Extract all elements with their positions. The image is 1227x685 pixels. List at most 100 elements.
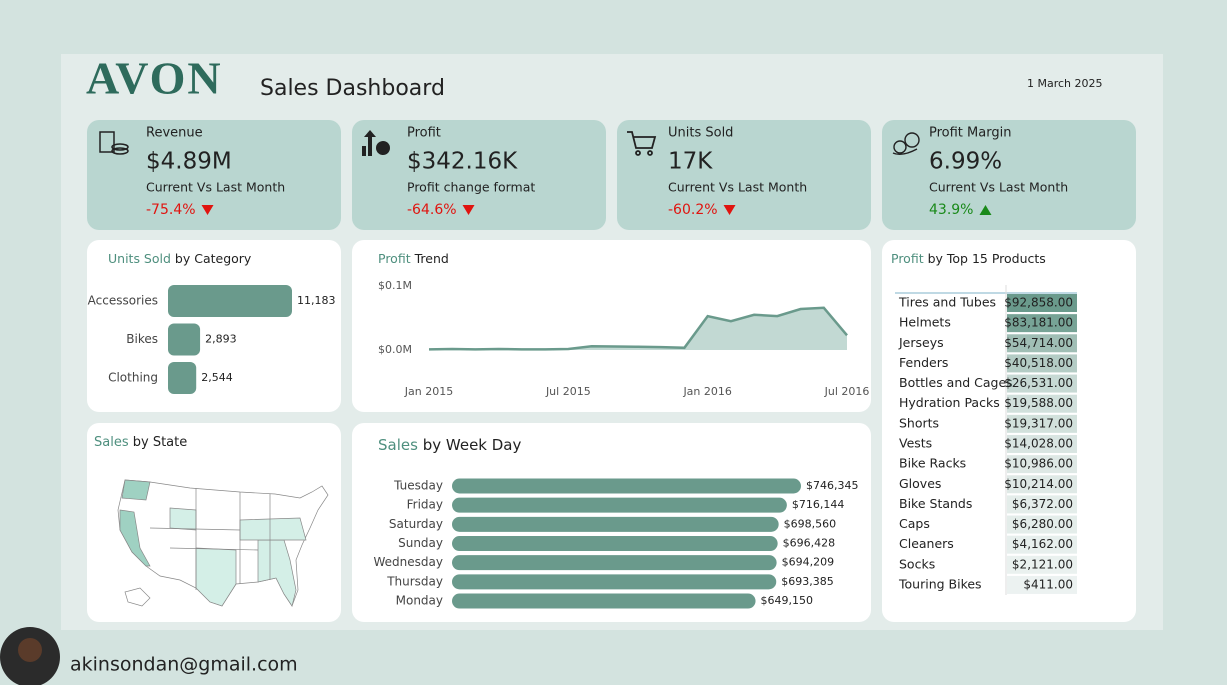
kpi-value: $342.16K — [407, 149, 518, 175]
icon-profit — [362, 130, 390, 156]
cell-value: $6,372.00 — [1012, 497, 1073, 511]
kpi-card — [87, 120, 341, 230]
category-label: Bikes — [126, 332, 158, 346]
category-label: Monday — [396, 594, 443, 608]
kpi-subtitle: Current Vs Last Month — [668, 180, 807, 195]
bar — [452, 516, 779, 532]
state — [239, 517, 307, 541]
kpi-label: Profit — [407, 126, 441, 141]
cell-bar — [1007, 294, 1077, 312]
y-tick-label: $0.0M — [378, 343, 412, 356]
bar — [452, 497, 787, 513]
value-label: $649,150 — [761, 594, 814, 607]
cell-value: $26,531.00 — [1004, 376, 1073, 390]
category-label: Clothing — [108, 371, 158, 385]
category-label: Thursday — [386, 574, 443, 588]
kpi-arrow — [723, 205, 736, 215]
kpi-label: Units Sold — [668, 126, 733, 141]
cell-bar — [1007, 374, 1077, 393]
cell-bar — [1007, 515, 1077, 534]
cell-value: $10,986.00 — [1004, 457, 1073, 471]
cell-bar — [1007, 314, 1077, 333]
cell-value: $92,858.00 — [1004, 296, 1073, 310]
cell-bar — [1007, 354, 1077, 373]
value-label: $698,560 — [784, 517, 837, 530]
state — [257, 539, 297, 607]
icon-coins — [99, 131, 129, 155]
kpi-arrow — [201, 205, 214, 215]
cell-value: $10,214.00 — [1004, 477, 1073, 491]
x-tick-label: Jan 2015 — [404, 385, 453, 398]
category-label: Accessories — [88, 294, 158, 308]
state-borders — [149, 488, 271, 590]
title-highlight: Sales — [378, 436, 418, 454]
bar — [168, 285, 292, 317]
row-label: Shorts — [899, 415, 939, 430]
kpi-change: -60.2% — [668, 202, 718, 218]
title-highlight: Profit — [891, 251, 924, 266]
bar — [452, 574, 777, 590]
date: 1 March 2025 — [1027, 77, 1103, 90]
y-tick-label: $0.1M — [378, 279, 412, 292]
title-rest: by Top 15 Products — [928, 251, 1046, 266]
chart-title: Profit by Top 15 Products — [891, 251, 1046, 266]
logo: AVON — [86, 53, 223, 104]
category-label: Wednesday — [374, 555, 443, 569]
cell-value: $4,162.00 — [1012, 537, 1073, 551]
value-label: 2,544 — [201, 371, 233, 384]
state — [119, 509, 151, 567]
cell-bar — [1007, 455, 1077, 474]
footer-email: akinsondan@gmail.com — [70, 654, 298, 676]
icon-margin — [892, 132, 920, 156]
title-rest: by Category — [175, 251, 252, 266]
row-label: Bike Racks — [899, 456, 966, 471]
bar — [168, 362, 197, 394]
row-label: Cleaners — [899, 536, 954, 551]
row-label: Tires and Tubes — [898, 295, 996, 310]
state — [169, 507, 197, 531]
row-label: Hydration Packs — [899, 395, 1000, 410]
row-label: Touring Bikes — [898, 576, 982, 591]
cell-value: $6,280.00 — [1012, 517, 1073, 531]
value-label: $716,144 — [792, 498, 845, 511]
icon-cart — [627, 131, 657, 156]
title-rest: Trend — [414, 251, 449, 266]
kpi-label: Profit Margin — [929, 126, 1011, 141]
map-title: Sales by State — [94, 435, 187, 450]
kpi-arrow — [462, 205, 475, 215]
value-label: 2,893 — [205, 333, 237, 346]
bar — [452, 593, 756, 609]
title-highlight: Units Sold — [108, 251, 171, 266]
row-label: Bike Stands — [899, 496, 972, 511]
kpi-card — [352, 120, 606, 230]
kpi-change: -64.6% — [407, 202, 457, 218]
kpi-cards — [87, 120, 1136, 230]
bar — [452, 555, 777, 571]
cell-value: $40,518.00 — [1004, 356, 1073, 370]
cell-bar — [1007, 575, 1077, 594]
cell-bar — [1007, 555, 1077, 574]
line — [428, 306, 848, 351]
value-label: $693,385 — [781, 575, 834, 588]
row-label: Jerseys — [898, 335, 944, 350]
row-label: Vests — [899, 435, 932, 450]
category-label: Saturday — [389, 517, 443, 531]
cell-value: $19,588.00 — [1004, 396, 1073, 410]
bar — [452, 536, 778, 552]
row-label: Helmets — [899, 315, 951, 330]
x-tick-label: Jul 2016 — [824, 385, 870, 398]
cell-bar — [1007, 434, 1077, 453]
kpi-subtitle: Current Vs Last Month — [146, 180, 285, 195]
cell-bar — [1007, 495, 1077, 514]
row-label: Bottles and Cages — [899, 375, 1013, 390]
kpi-value: 17K — [668, 149, 713, 175]
bar — [168, 323, 201, 356]
chart-title: Units Sold by Category — [108, 251, 252, 266]
bar — [452, 478, 801, 494]
dashboard-title: Sales Dashboard — [260, 76, 445, 101]
card — [352, 240, 871, 412]
cell-bar — [1007, 475, 1077, 494]
row-label: Caps — [899, 516, 930, 531]
kpi-subtitle: Profit change format — [407, 180, 535, 195]
